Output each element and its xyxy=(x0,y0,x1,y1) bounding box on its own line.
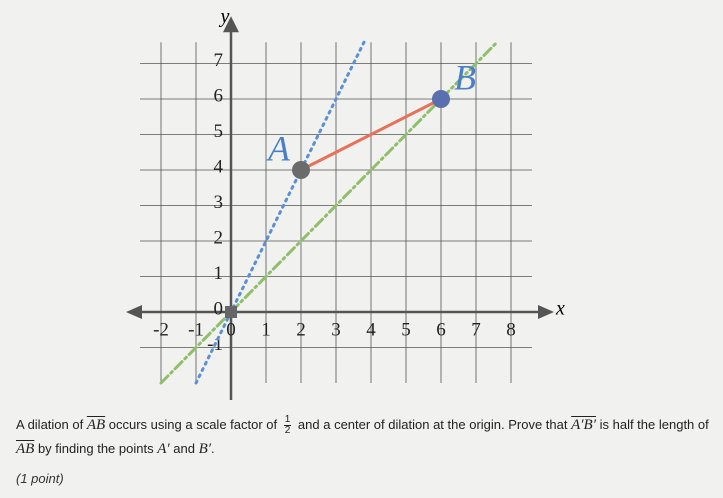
point-label: A xyxy=(266,128,291,168)
math-text: A′B′ xyxy=(571,417,596,433)
x-tick-label: -2 xyxy=(153,319,169,340)
point xyxy=(292,161,310,179)
axis-arrow xyxy=(223,16,239,33)
dilation-ray xyxy=(194,40,366,385)
x-tick-label: 0 xyxy=(226,319,236,340)
x-tick-label: 5 xyxy=(401,319,411,340)
text: A dilation of xyxy=(16,417,87,432)
x-tick-label: 8 xyxy=(506,319,516,340)
x-tick-label: 1 xyxy=(261,319,271,340)
y-tick-label: 2 xyxy=(214,227,224,248)
math-text: AB xyxy=(16,441,35,457)
y-tick-label: 5 xyxy=(214,121,224,142)
question-text: A dilation of AB occurs using a scale fa… xyxy=(16,413,716,461)
y-axis-label: y xyxy=(219,6,230,28)
y-tick-label: 3 xyxy=(214,192,224,213)
text: occurs using a scale factor of xyxy=(105,417,281,432)
numerator: 1 xyxy=(283,414,292,427)
text: . xyxy=(211,441,215,456)
math-text: AB xyxy=(86,417,106,433)
point xyxy=(432,90,450,108)
x-tick-label: 4 xyxy=(366,319,376,340)
axis-arrow xyxy=(538,305,554,319)
text: and a center of dilation at the origin. … xyxy=(294,417,572,432)
x-tick-label: 2 xyxy=(296,319,306,340)
text: and xyxy=(169,441,199,456)
math-text: A′ xyxy=(157,441,170,457)
text: by finding the points xyxy=(34,441,158,456)
x-tick-label: 6 xyxy=(436,319,446,340)
x-axis-label: x xyxy=(555,298,565,320)
origin-marker xyxy=(225,306,237,318)
y-tick-label: 4 xyxy=(214,156,224,177)
x-tick-label: -1 xyxy=(188,319,204,340)
x-tick-label: 3 xyxy=(331,319,341,340)
y-tick-label: 0 xyxy=(214,298,224,319)
text: is half the length of xyxy=(596,417,713,432)
x-tick-label: 7 xyxy=(471,319,481,340)
y-tick-label: 7 xyxy=(214,50,224,71)
segment-ab xyxy=(300,97,442,172)
denominator: 2 xyxy=(284,425,291,437)
point-label: B xyxy=(454,57,476,97)
point-note: (1 point) xyxy=(16,471,64,486)
axis-arrow xyxy=(126,305,142,319)
y-tick-label: 1 xyxy=(214,263,224,284)
math-text: B′ xyxy=(198,441,212,457)
y-tick-label: 6 xyxy=(214,85,224,106)
